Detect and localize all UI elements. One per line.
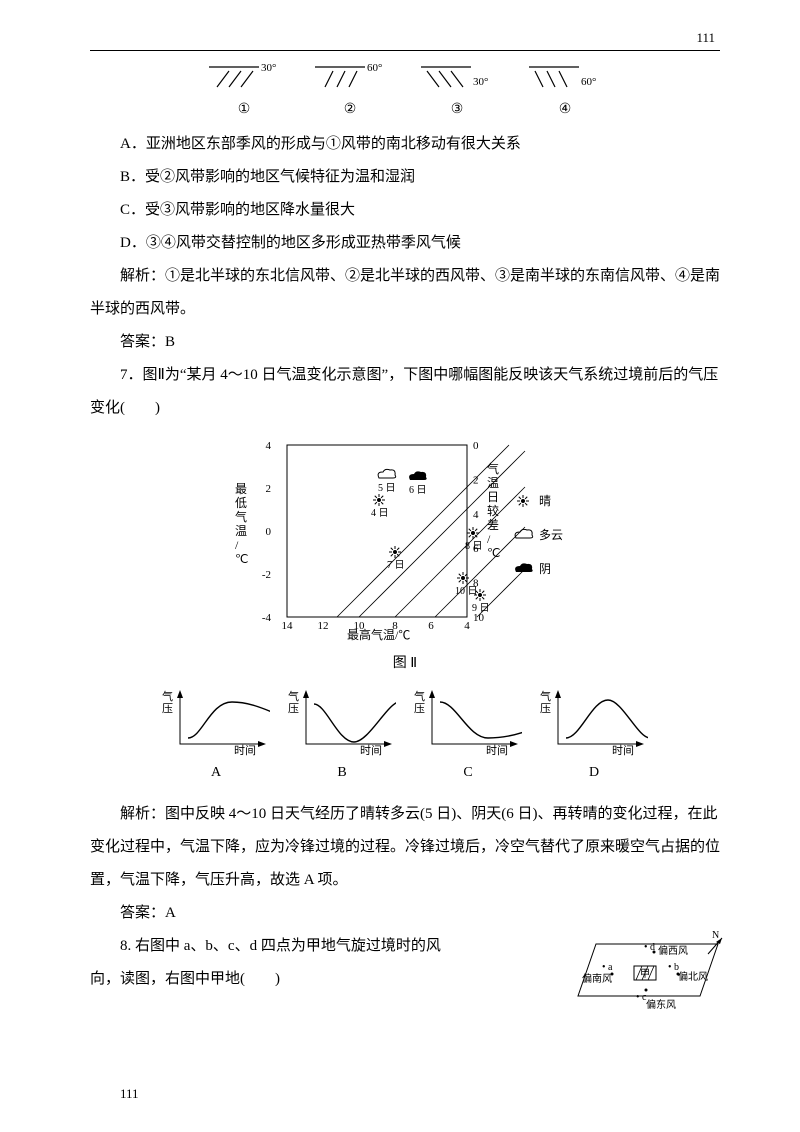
wind-band-2-icon: 60° (311, 59, 389, 93)
page-number-top: 111 (696, 30, 715, 46)
svg-text:10: 10 (354, 620, 366, 632)
svg-text:阴: 阴 (539, 562, 551, 576)
svg-text:60°: 60° (367, 62, 382, 74)
q7-main-chart: 4 日5 日6 日7 日8 日9 日10 日 最低气温/℃ 气温日较差/℃ 最高… (225, 433, 585, 643)
svg-text:6: 6 (473, 543, 479, 555)
svg-text:气压: 气压 (288, 689, 299, 715)
svg-text:偏西风: 偏西风 (658, 944, 688, 957)
svg-text:30°: 30° (473, 76, 488, 88)
svg-text:6: 6 (428, 620, 434, 632)
wind-band-4-label: ④ (559, 95, 572, 126)
svg-text:N: N (712, 930, 719, 941)
svg-text:-4: -4 (262, 612, 272, 624)
svg-text:2: 2 (266, 483, 272, 495)
wind-band-2-label: ② (344, 95, 357, 126)
wind-band-1: 30° ① (205, 59, 283, 126)
svg-text:60°: 60° (581, 76, 596, 88)
svg-text:30°: 30° (261, 62, 276, 74)
wind-band-3: 30° ③ (417, 59, 497, 126)
wind-band-1-label: ① (238, 95, 251, 126)
svg-text:8: 8 (473, 577, 479, 589)
svg-text:时间: 时间 (612, 744, 634, 756)
svg-text:4: 4 (266, 440, 272, 452)
pressure-chart-C: 气压时间 C (414, 686, 522, 789)
svg-text:时间: 时间 (360, 744, 382, 756)
svg-text:时间: 时间 (486, 744, 508, 756)
q7-answer: 答案：A (90, 897, 720, 930)
svg-text:时间: 时间 (234, 744, 256, 756)
q6-explain: 解析：①是北半球的东北信风带、②是北半球的西风带、③是南半球的东南信风带、④是南… (90, 260, 720, 326)
pressure-label-B: B (337, 758, 346, 789)
q8-stem-line1: 8. 右图中 a、b、c、d 四点为甲地气旋过境时的风 (90, 930, 530, 963)
svg-text:5 日: 5 日 (378, 483, 396, 494)
svg-text:气压: 气压 (540, 689, 551, 715)
svg-text:4: 4 (473, 509, 479, 521)
pressure-chart-B: 气压时间 B (288, 686, 396, 789)
svg-text:0: 0 (473, 440, 479, 452)
wind-band-4: 60° ④ (525, 59, 605, 126)
svg-text:偏南风: 偏南风 (582, 972, 612, 985)
q7-pressure-row: 气压时间 A 气压时间 B 气压时间 C 气压时间 D (90, 686, 720, 789)
svg-text:12: 12 (318, 620, 329, 632)
yleft-label: 最低气温/℃ (235, 482, 248, 566)
svg-text:-2: -2 (262, 569, 271, 581)
page-number-bottom: 111 (120, 1086, 139, 1102)
pressure-label-D: D (589, 758, 599, 789)
q8-figure-svg: 甲 N • a 偏南风 • b 偏北风 • c 偏东风 • d (550, 930, 730, 1014)
svg-text:8: 8 (392, 620, 398, 632)
wind-band-2: 60° ② (311, 59, 389, 126)
q7-stem: 7．图Ⅱ为“某月 4～10 日气温变化示意图”，下图中哪幅图能反映该天气系统过境… (90, 359, 720, 425)
svg-text:• d: • d (644, 942, 655, 953)
wind-band-3-icon: 30° (417, 59, 497, 93)
q7-main-chart-wrap: 4 日5 日6 日7 日8 日9 日10 日 最低气温/℃ 气温日较差/℃ 最高… (90, 433, 720, 643)
wind-band-3-label: ③ (451, 95, 464, 126)
q6-option-c: C．受③风带影响的地区降水量很大 (90, 194, 720, 227)
svg-text:10: 10 (473, 612, 485, 624)
svg-text:6 日: 6 日 (409, 485, 427, 496)
svg-text:偏东风: 偏东风 (646, 998, 676, 1011)
svg-text:4 日: 4 日 (371, 508, 389, 519)
svg-text:0: 0 (266, 526, 272, 538)
q7-figure-caption: 图 Ⅱ (90, 649, 720, 680)
svg-text:气压: 气压 (162, 689, 173, 715)
pressure-chart-A: 气压时间 A (162, 686, 270, 789)
q6-answer: 答案：B (90, 326, 720, 359)
wind-band-1-icon: 30° (205, 59, 283, 93)
chart-legend: 晴多云阴 (515, 494, 563, 576)
pressure-label-C: C (463, 758, 472, 789)
q7-explain: 解析：图中反映 4～10 日天气经历了晴转多云(5 日)、阴天(6 日)、再转晴… (90, 798, 720, 897)
svg-text:偏北风: 偏北风 (678, 970, 708, 983)
svg-text:多云: 多云 (539, 528, 563, 542)
q8-figure: 甲 N • a 偏南风 • b 偏北风 • c 偏东风 • d (550, 930, 730, 1027)
pressure-chart-D: 气压时间 D (540, 686, 648, 789)
svg-text:2: 2 (473, 474, 479, 486)
svg-text:7 日: 7 日 (387, 560, 405, 571)
header-rule (90, 50, 720, 51)
svg-text:• a: • a (602, 962, 613, 973)
svg-text:甲: 甲 (640, 969, 650, 980)
q6-option-a: A．亚洲地区东部季风的形成与①风带的南北移动有很大关系 (90, 128, 720, 161)
svg-text:气压: 气压 (414, 689, 425, 715)
yright-label: 气温日较差/℃ (487, 461, 500, 560)
wind-band-row: 30° ① 60° ② (90, 59, 720, 126)
wind-band-4-icon: 60° (525, 59, 605, 93)
svg-text:4: 4 (464, 620, 470, 632)
svg-text:14: 14 (282, 620, 294, 632)
q6-option-d: D．③④风带交替控制的地区多形成亚热带季风气候 (90, 227, 720, 260)
q6-option-b: B．受②风带影响的地区气候特征为温和湿润 (90, 161, 720, 194)
pressure-label-A: A (211, 758, 221, 789)
q8-stem-line2: 向，读图，右图中甲地( ) (90, 963, 530, 996)
svg-text:晴: 晴 (539, 494, 551, 508)
